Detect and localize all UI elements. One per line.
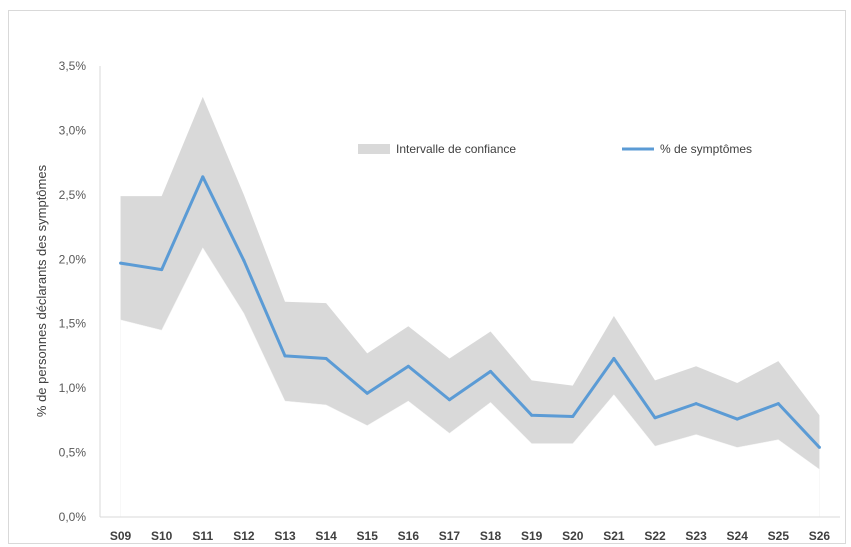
y-axis-title: % de personnes déclarants des symptômes bbox=[34, 164, 49, 417]
data-point bbox=[201, 175, 205, 179]
x-tick-label: S11 bbox=[192, 529, 213, 543]
legend-swatch-band bbox=[358, 144, 390, 154]
y-tick-label: 1,0% bbox=[59, 381, 87, 395]
y-tick-label: 3,5% bbox=[59, 59, 87, 73]
x-tick-label: S16 bbox=[398, 529, 420, 543]
x-tick-label: S17 bbox=[439, 529, 461, 543]
data-point bbox=[653, 416, 657, 420]
data-point bbox=[324, 357, 328, 361]
x-tick-label: S14 bbox=[315, 529, 337, 543]
x-tick-label: S24 bbox=[727, 529, 749, 543]
data-point bbox=[776, 402, 780, 406]
data-point bbox=[283, 354, 287, 358]
data-point bbox=[530, 413, 534, 417]
axis-layer bbox=[99, 66, 840, 518]
x-tick-label: S13 bbox=[274, 529, 296, 543]
data-point bbox=[160, 268, 164, 272]
data-point bbox=[694, 402, 698, 406]
x-tick-label: S12 bbox=[233, 529, 255, 543]
confidence-band-layer bbox=[120, 96, 820, 518]
y-tick-labels: 0,0% 0,5% 1,0% 1,5% 2,0% 2,5% 3,0% 3,5% bbox=[59, 59, 87, 524]
y-tick-label: 0,5% bbox=[59, 446, 87, 460]
x-tick-label: S09 bbox=[110, 529, 132, 543]
data-point bbox=[119, 261, 123, 265]
data-point bbox=[735, 417, 739, 421]
data-point bbox=[406, 364, 410, 368]
x-tick-label: S10 bbox=[151, 529, 173, 543]
legend: Intervalle de confiance % de symptômes bbox=[358, 142, 752, 156]
data-point bbox=[571, 414, 575, 418]
x-tick-label: S22 bbox=[644, 529, 666, 543]
x-tick-label: S26 bbox=[809, 529, 831, 543]
data-point bbox=[489, 369, 493, 373]
y-tick-label: 2,0% bbox=[59, 252, 87, 266]
line-layer bbox=[119, 175, 821, 449]
series-line bbox=[120, 175, 821, 449]
legend-label-line: % de symptômes bbox=[660, 142, 752, 156]
x-tick-labels: S09 S10 S11 S12 S13 S14 S15 S16 S17 S18 S19 S20 S21 S… bbox=[110, 529, 831, 543]
y-tick-label: 2,5% bbox=[59, 188, 87, 202]
band-lower-fill bbox=[120, 247, 820, 518]
x-tick-label: S25 bbox=[768, 529, 790, 543]
data-point bbox=[242, 259, 246, 263]
data-point bbox=[612, 357, 616, 361]
x-tick-label: S20 bbox=[562, 529, 584, 543]
x-tick-label: S19 bbox=[521, 529, 543, 543]
x-tick-label: S21 bbox=[603, 529, 625, 543]
data-point bbox=[447, 398, 451, 402]
y-tick-label: 0,0% bbox=[59, 510, 87, 524]
x-tick-label: S15 bbox=[357, 529, 379, 543]
data-point bbox=[817, 445, 821, 449]
legend-label-band: Intervalle de confiance bbox=[396, 142, 516, 156]
x-tick-label: S23 bbox=[685, 529, 707, 543]
x-tick-label: S18 bbox=[480, 529, 502, 543]
y-tick-label: 3,0% bbox=[59, 123, 87, 137]
confidence-band bbox=[120, 96, 820, 470]
data-point bbox=[365, 391, 369, 395]
y-tick-label: 1,5% bbox=[59, 317, 87, 331]
